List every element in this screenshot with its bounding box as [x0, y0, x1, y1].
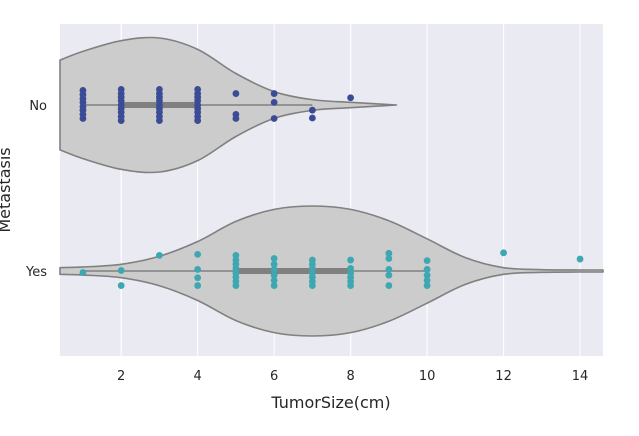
data-point-yes — [385, 266, 393, 273]
data-point-yes — [270, 271, 278, 279]
strip-points — [79, 86, 584, 289]
x-tick-label: 14 — [572, 369, 589, 384]
data-point-no — [308, 106, 316, 114]
data-point-yes — [232, 256, 240, 264]
y-tick-label-yes: Yes — [25, 265, 47, 280]
x-tick-label: 4 — [194, 369, 202, 384]
data-point-no — [270, 90, 278, 97]
data-point-yes — [194, 274, 202, 282]
data-point-yes — [576, 255, 584, 263]
data-point-yes — [385, 249, 393, 257]
data-point-yes — [308, 256, 316, 264]
x-tick-label: 6 — [270, 369, 278, 384]
data-point-yes — [423, 276, 431, 284]
data-point-yes — [194, 282, 202, 289]
data-point-yes — [347, 265, 355, 272]
data-point-no — [156, 117, 163, 124]
data-point-yes — [423, 266, 431, 273]
x-tick-label: 10 — [419, 369, 436, 384]
data-point-yes — [79, 269, 87, 276]
data-point-no — [232, 115, 240, 122]
y-axis-title: Metastasis — [0, 147, 14, 232]
data-point-yes — [232, 269, 240, 277]
data-point-no — [79, 115, 87, 122]
data-point-yes — [500, 249, 507, 257]
data-point-yes — [194, 250, 202, 258]
data-point-yes — [270, 255, 278, 262]
data-point-no — [347, 94, 355, 102]
data-point-yes — [347, 269, 355, 277]
data-point-no — [232, 90, 240, 97]
data-point-yes — [385, 255, 393, 262]
data-point-yes — [308, 269, 316, 277]
data-point-yes — [423, 257, 431, 264]
data-point-yes — [385, 282, 393, 289]
data-point-no — [308, 114, 316, 122]
data-point-yes — [270, 266, 278, 273]
data-point-no — [194, 117, 202, 124]
data-point-yes — [423, 282, 431, 289]
tick-labels: 2 4 6 8 10 12 14 No Yes — [25, 99, 588, 384]
x-tick-label: 2 — [117, 369, 125, 384]
data-point-yes — [194, 266, 202, 273]
data-point-yes — [270, 276, 278, 284]
data-point-no — [270, 115, 278, 122]
data-point-yes — [270, 282, 278, 289]
x-tick-label: 8 — [346, 369, 354, 384]
data-point-yes — [156, 252, 163, 259]
data-point-yes — [117, 282, 125, 289]
x-tick-label: 12 — [495, 369, 512, 384]
data-point-yes — [385, 271, 393, 279]
data-point-no — [270, 99, 278, 106]
data-point-yes — [270, 260, 278, 268]
y-tick-label-no: No — [29, 99, 47, 114]
data-point-yes — [347, 256, 355, 264]
data-point-yes — [423, 271, 431, 279]
data-point-yes — [232, 252, 240, 259]
data-point-yes — [117, 267, 125, 274]
data-point-no — [117, 117, 125, 124]
x-axis-title: TumorSize(cm) — [270, 393, 390, 412]
